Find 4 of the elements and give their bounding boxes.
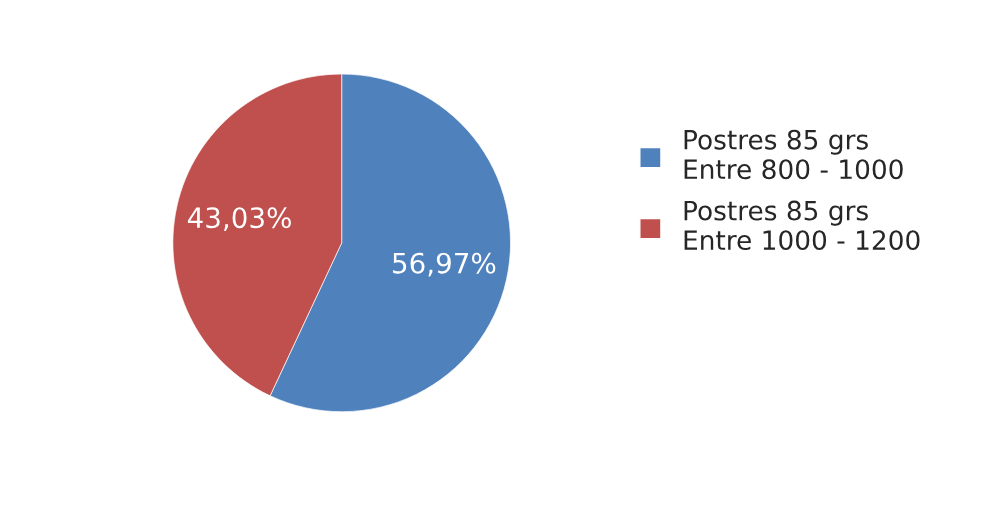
data-label: 43,03%: [187, 207, 291, 232]
data-label: 56,97%: [393, 252, 496, 277]
legend-label: Postres 85 grs Entre 1000 - 1200: [684, 200, 920, 251]
legend-label: Postres 85 grs Entre 800 - 1000: [684, 129, 903, 180]
